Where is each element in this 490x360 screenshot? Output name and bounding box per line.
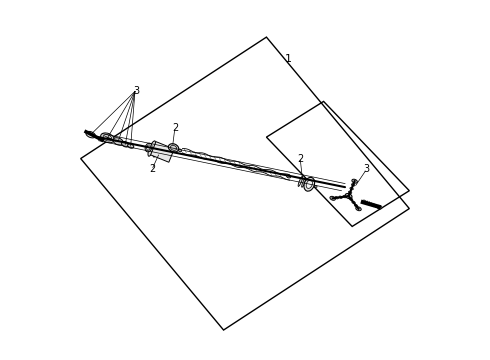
Ellipse shape [103,135,112,141]
Ellipse shape [343,195,346,198]
Ellipse shape [352,179,357,183]
Ellipse shape [153,144,160,157]
Ellipse shape [350,188,353,190]
Ellipse shape [145,143,152,152]
Ellipse shape [147,145,150,150]
Ellipse shape [113,138,123,145]
Ellipse shape [302,178,306,187]
Ellipse shape [330,196,336,200]
Text: 2: 2 [149,164,155,174]
Ellipse shape [351,184,355,186]
Ellipse shape [169,144,179,152]
Text: 3: 3 [364,164,369,174]
Ellipse shape [335,197,339,199]
Ellipse shape [148,141,155,156]
Ellipse shape [339,196,343,198]
Ellipse shape [178,149,182,152]
Ellipse shape [352,201,355,204]
Ellipse shape [86,131,96,138]
Text: 2: 2 [297,154,303,163]
Ellipse shape [354,204,358,207]
Ellipse shape [164,149,168,159]
Ellipse shape [122,141,129,147]
Ellipse shape [100,133,114,143]
Ellipse shape [287,175,291,178]
Ellipse shape [298,176,303,186]
Text: 1: 1 [284,54,292,64]
Ellipse shape [348,191,352,194]
Ellipse shape [349,198,353,201]
Ellipse shape [305,180,309,188]
Ellipse shape [304,177,315,191]
Ellipse shape [306,180,313,188]
Ellipse shape [309,182,312,189]
Ellipse shape [315,185,317,188]
Ellipse shape [377,205,382,209]
Text: 3: 3 [133,86,139,96]
Ellipse shape [158,147,164,158]
Ellipse shape [127,144,134,148]
Ellipse shape [356,207,361,211]
Polygon shape [150,141,174,162]
Text: 2: 2 [172,123,178,133]
Ellipse shape [345,194,352,199]
